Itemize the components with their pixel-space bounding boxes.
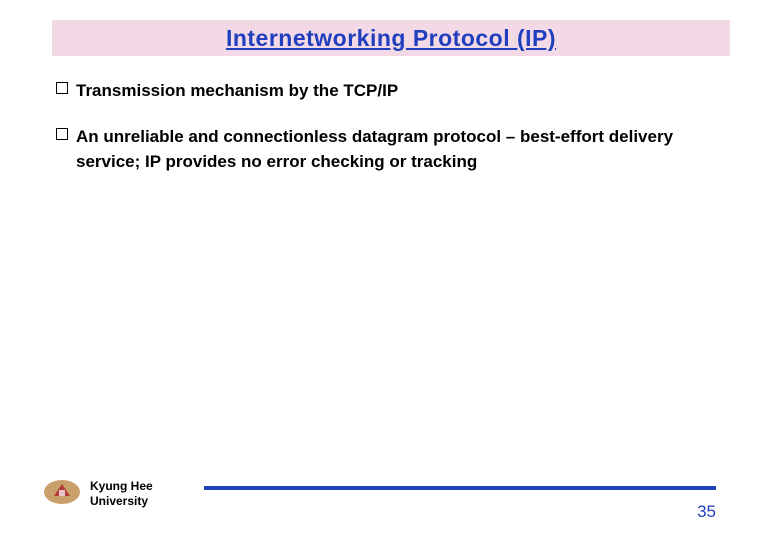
slide-footer: Kyung Hee University 35	[42, 472, 738, 518]
footer-divider	[204, 486, 716, 490]
slide-title: Internetworking Protocol (IP)	[226, 25, 556, 52]
university-name: Kyung Hee University	[90, 479, 153, 509]
bullet-text: An unreliable and connectionless datagra…	[76, 124, 716, 175]
university-logo-icon	[42, 476, 82, 506]
title-bar: Internetworking Protocol (IP)	[52, 20, 730, 56]
bullet-list: Transmission mechanism by the TCP/IP An …	[56, 78, 716, 195]
bullet-text: Transmission mechanism by the TCP/IP	[76, 78, 716, 104]
university-line2: University	[90, 494, 153, 509]
page-number: 35	[697, 502, 716, 522]
list-item: An unreliable and connectionless datagra…	[56, 124, 716, 175]
university-line1: Kyung Hee	[90, 479, 153, 494]
bullet-marker-icon	[56, 82, 68, 94]
list-item: Transmission mechanism by the TCP/IP	[56, 78, 716, 104]
logo-detail	[59, 490, 65, 496]
bullet-marker-icon	[56, 128, 68, 140]
